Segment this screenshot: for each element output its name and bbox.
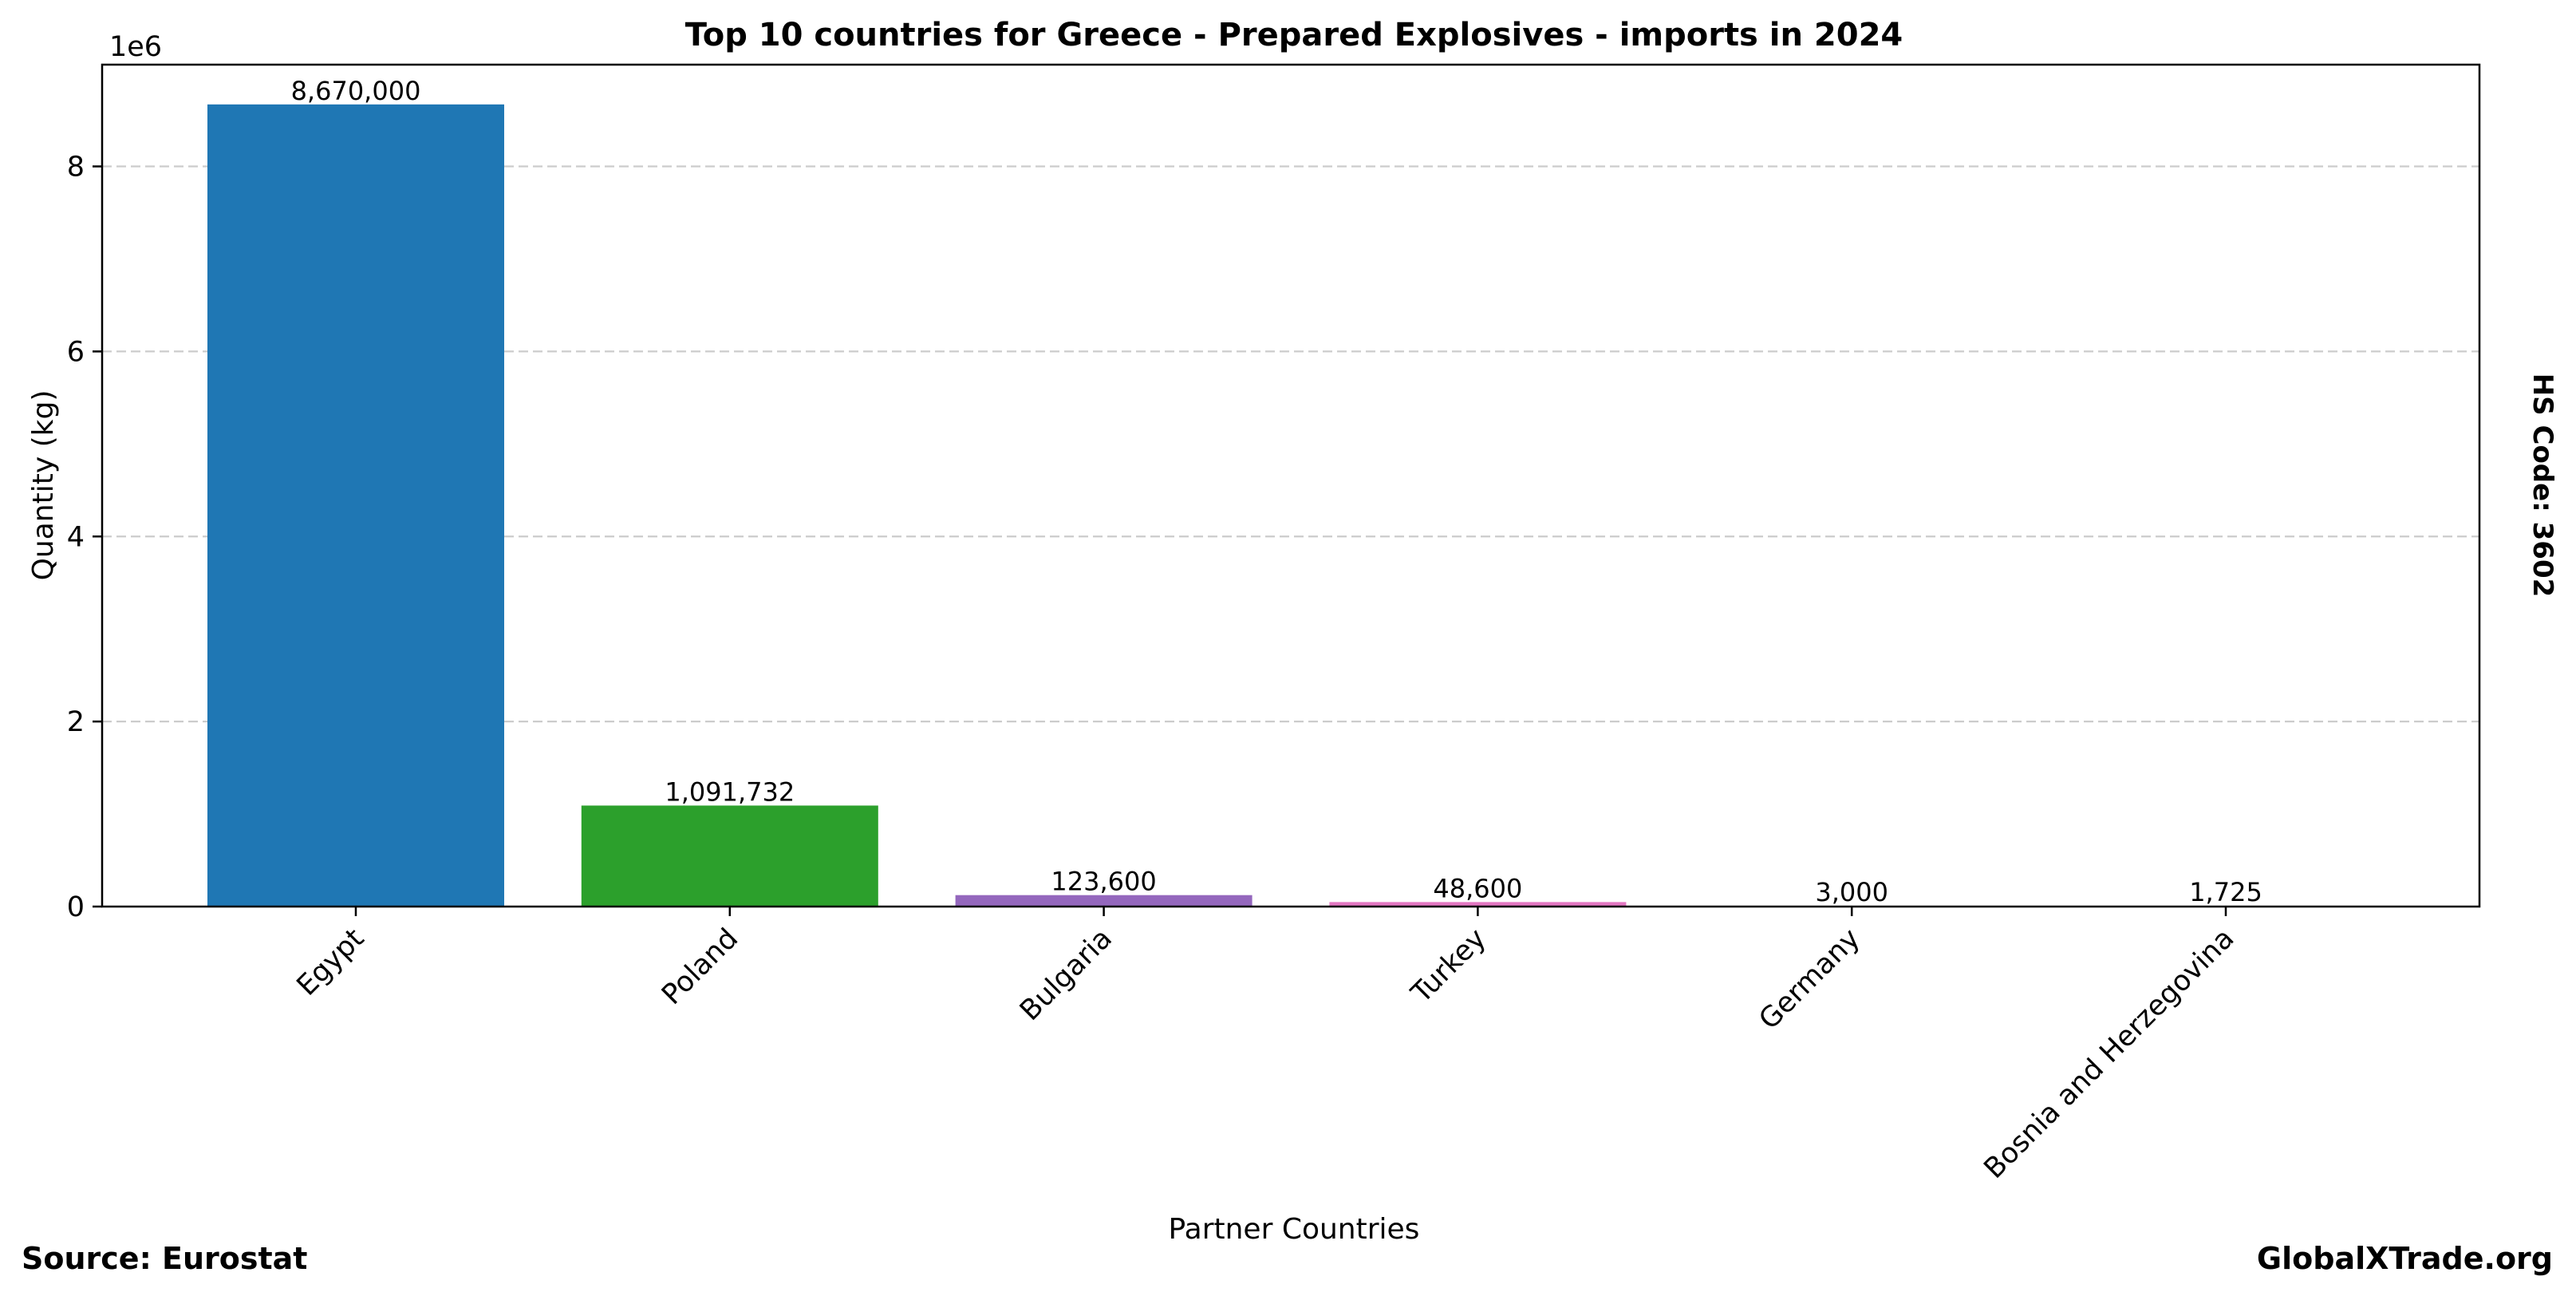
bar-poland [581, 805, 878, 907]
bar-bulgaria [955, 895, 1252, 907]
x-tick-label: Bosnia and Herzegovina [1978, 923, 2241, 1185]
y-tick-label: 0 [67, 891, 85, 923]
data-label: 8,670,000 [291, 76, 421, 106]
y-axis-label: Quantity (kg) [27, 390, 60, 581]
y-axis-ticks: 0 2 4 6 8 [67, 152, 102, 923]
data-label: 48,600 [1433, 873, 1522, 903]
data-labels: 8,670,000 1,091,732 123,600 48,600 3,000 1,72… [291, 76, 2262, 907]
x-tick-label: Poland [656, 923, 744, 1011]
y-scale-label: 1e6 [109, 31, 162, 63]
bar-turkey [1329, 902, 1627, 907]
x-axis-ticks: Egypt Poland Bulgaria Turkey Germany Bosnia a… [291, 907, 2241, 1185]
x-tick-label: Bulgaria [1014, 923, 1118, 1027]
plot-frame [101, 63, 2481, 908]
y-tick-label: 8 [67, 152, 85, 184]
bar-egypt [207, 104, 504, 907]
data-label: 3,000 [1815, 877, 1888, 907]
data-label: 1,091,732 [665, 776, 795, 807]
data-label: 1,725 [2189, 877, 2262, 907]
x-tick-label: Egypt [291, 923, 371, 1002]
y-tick-label: 6 [67, 336, 85, 368]
brand-label: GlobalXTrade.org [2257, 1241, 2553, 1276]
source-label: Source: Eurostat [22, 1241, 307, 1276]
y-tick-label: 4 [67, 521, 85, 553]
bars [207, 104, 2374, 907]
hs-code-label: HS Code: 3602 [2527, 373, 2558, 598]
data-label: 123,600 [1051, 867, 1156, 897]
x-axis-label: Partner Countries [1169, 1213, 1420, 1246]
chart-title: Top 10 countries for Greece - Prepared E… [685, 17, 1903, 53]
x-tick-label: Germany [1753, 923, 1867, 1036]
y-tick-label: 2 [67, 706, 85, 738]
x-tick-label: Turkey [1405, 923, 1493, 1010]
